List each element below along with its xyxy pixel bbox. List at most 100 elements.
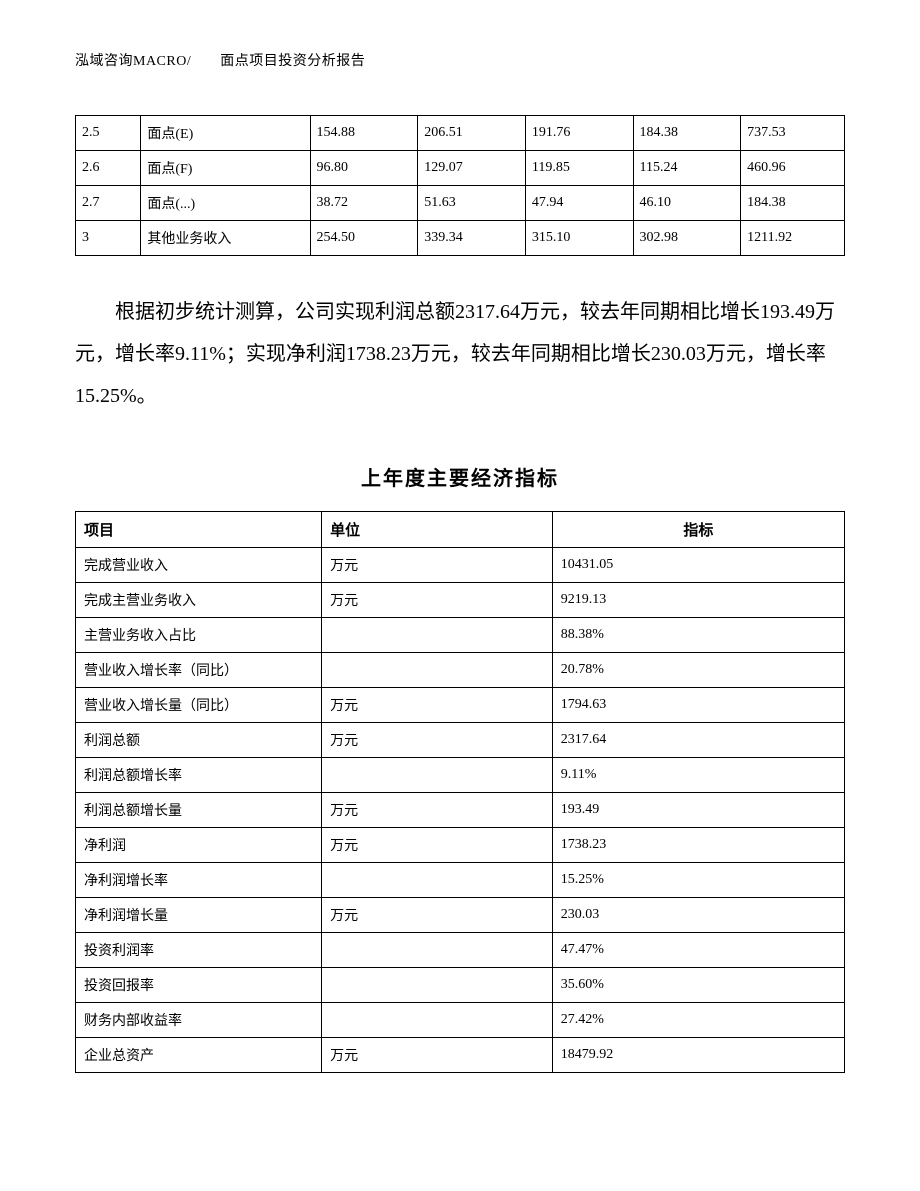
table-cell: 万元 <box>322 1038 553 1073</box>
table-cell: 营业收入增长率（同比） <box>76 653 322 688</box>
table-cell: 利润总额增长率 <box>76 758 322 793</box>
table-cell: 2.5 <box>76 116 141 151</box>
table-row: 完成营业收入万元10431.05 <box>76 548 845 583</box>
table-cell: 315.10 <box>525 221 633 256</box>
table-cell <box>322 758 553 793</box>
table-header-row: 项目 单位 指标 <box>76 512 845 548</box>
table-row: 净利润增长量万元230.03 <box>76 898 845 933</box>
table-cell: 净利润增长量 <box>76 898 322 933</box>
table-cell: 万元 <box>322 793 553 828</box>
table-cell: 9.11% <box>552 758 844 793</box>
table-row: 利润总额增长率 9.11% <box>76 758 845 793</box>
table-cell: 115.24 <box>633 151 741 186</box>
table-cell: 10431.05 <box>552 548 844 583</box>
table-cell: 193.49 <box>552 793 844 828</box>
table-cell: 38.72 <box>310 186 418 221</box>
table-cell: 3 <box>76 221 141 256</box>
table-row: 净利润万元1738.23 <box>76 828 845 863</box>
table-cell: 1794.63 <box>552 688 844 723</box>
table-cell: 737.53 <box>741 116 845 151</box>
table-cell: 1738.23 <box>552 828 844 863</box>
table-cell <box>322 968 553 1003</box>
table-cell: 2317.64 <box>552 723 844 758</box>
section-title: 上年度主要经济指标 <box>75 462 845 491</box>
table-cell: 47.94 <box>525 186 633 221</box>
table-cell: 230.03 <box>552 898 844 933</box>
table-row: 财务内部收益率 27.42% <box>76 1003 845 1038</box>
col-header-value: 指标 <box>552 512 844 548</box>
table-cell <box>322 863 553 898</box>
table-cell: 184.38 <box>633 116 741 151</box>
table-cell: 184.38 <box>741 186 845 221</box>
table-cell <box>322 618 553 653</box>
table-cell: 净利润 <box>76 828 322 863</box>
table-cell: 1211.92 <box>741 221 845 256</box>
table-cell: 339.34 <box>418 221 526 256</box>
table-cell: 投资利润率 <box>76 933 322 968</box>
table-cell: 面点(...) <box>141 186 310 221</box>
table-row: 完成主营业务收入万元9219.13 <box>76 583 845 618</box>
table-row: 2.6面点(F)96.80129.07119.85115.24460.96 <box>76 151 845 186</box>
table-row: 营业收入增长率（同比） 20.78% <box>76 653 845 688</box>
table-row: 净利润增长率 15.25% <box>76 863 845 898</box>
table-cell <box>322 1003 553 1038</box>
table-row: 投资回报率 35.60% <box>76 968 845 1003</box>
table-row: 投资利润率 47.47% <box>76 933 845 968</box>
table-row: 企业总资产万元18479.92 <box>76 1038 845 1073</box>
table-cell: 利润总额增长量 <box>76 793 322 828</box>
table-cell: 46.10 <box>633 186 741 221</box>
table-cell: 27.42% <box>552 1003 844 1038</box>
table-cell: 面点(E) <box>141 116 310 151</box>
table-cell: 18479.92 <box>552 1038 844 1073</box>
table-cell: 254.50 <box>310 221 418 256</box>
table-cell: 万元 <box>322 828 553 863</box>
table-cell: 119.85 <box>525 151 633 186</box>
table-cell: 35.60% <box>552 968 844 1003</box>
table-cell: 财务内部收益率 <box>76 1003 322 1038</box>
table-row: 2.7面点(...)38.7251.6347.9446.10184.38 <box>76 186 845 221</box>
table-cell: 154.88 <box>310 116 418 151</box>
table-cell: 营业收入增长量（同比） <box>76 688 322 723</box>
table-cell: 完成营业收入 <box>76 548 322 583</box>
product-revenue-table: 2.5面点(E)154.88206.51191.76184.38737.532.… <box>75 115 845 256</box>
table-cell: 96.80 <box>310 151 418 186</box>
table-cell: 47.47% <box>552 933 844 968</box>
table-cell: 投资回报率 <box>76 968 322 1003</box>
table-cell: 万元 <box>322 548 553 583</box>
table-cell: 面点(F) <box>141 151 310 186</box>
table-cell: 完成主营业务收入 <box>76 583 322 618</box>
table-cell: 净利润增长率 <box>76 863 322 898</box>
table-row: 主营业务收入占比 88.38% <box>76 618 845 653</box>
table-cell: 20.78% <box>552 653 844 688</box>
table-cell: 302.98 <box>633 221 741 256</box>
table-cell: 万元 <box>322 583 553 618</box>
table-cell: 129.07 <box>418 151 526 186</box>
col-header-unit: 单位 <box>322 512 553 548</box>
table-cell: 2.6 <box>76 151 141 186</box>
table-cell <box>322 653 553 688</box>
table-cell: 主营业务收入占比 <box>76 618 322 653</box>
table-cell: 206.51 <box>418 116 526 151</box>
table-cell: 利润总额 <box>76 723 322 758</box>
table-cell: 88.38% <box>552 618 844 653</box>
table-cell: 51.63 <box>418 186 526 221</box>
table-row: 利润总额增长量万元193.49 <box>76 793 845 828</box>
table-row: 3其他业务收入254.50339.34315.10302.981211.92 <box>76 221 845 256</box>
table-cell: 191.76 <box>525 116 633 151</box>
table-cell: 460.96 <box>741 151 845 186</box>
economic-indicators-table: 项目 单位 指标 完成营业收入万元10431.05完成主营业务收入万元9219.… <box>75 511 845 1073</box>
table-cell: 2.7 <box>76 186 141 221</box>
table-cell: 15.25% <box>552 863 844 898</box>
table-cell <box>322 933 553 968</box>
table-row: 2.5面点(E)154.88206.51191.76184.38737.53 <box>76 116 845 151</box>
table-cell: 其他业务收入 <box>141 221 310 256</box>
page-header: 泓域咨询MACRO/ 面点项目投资分析报告 <box>75 50 845 70</box>
table-cell: 9219.13 <box>552 583 844 618</box>
table-cell: 万元 <box>322 723 553 758</box>
summary-paragraph: 根据初步统计测算，公司实现利润总额2317.64万元，较去年同期相比增长193.… <box>75 291 845 417</box>
col-header-item: 项目 <box>76 512 322 548</box>
table-cell: 万元 <box>322 898 553 933</box>
table-row: 利润总额万元2317.64 <box>76 723 845 758</box>
table-cell: 万元 <box>322 688 553 723</box>
table-row: 营业收入增长量（同比）万元1794.63 <box>76 688 845 723</box>
